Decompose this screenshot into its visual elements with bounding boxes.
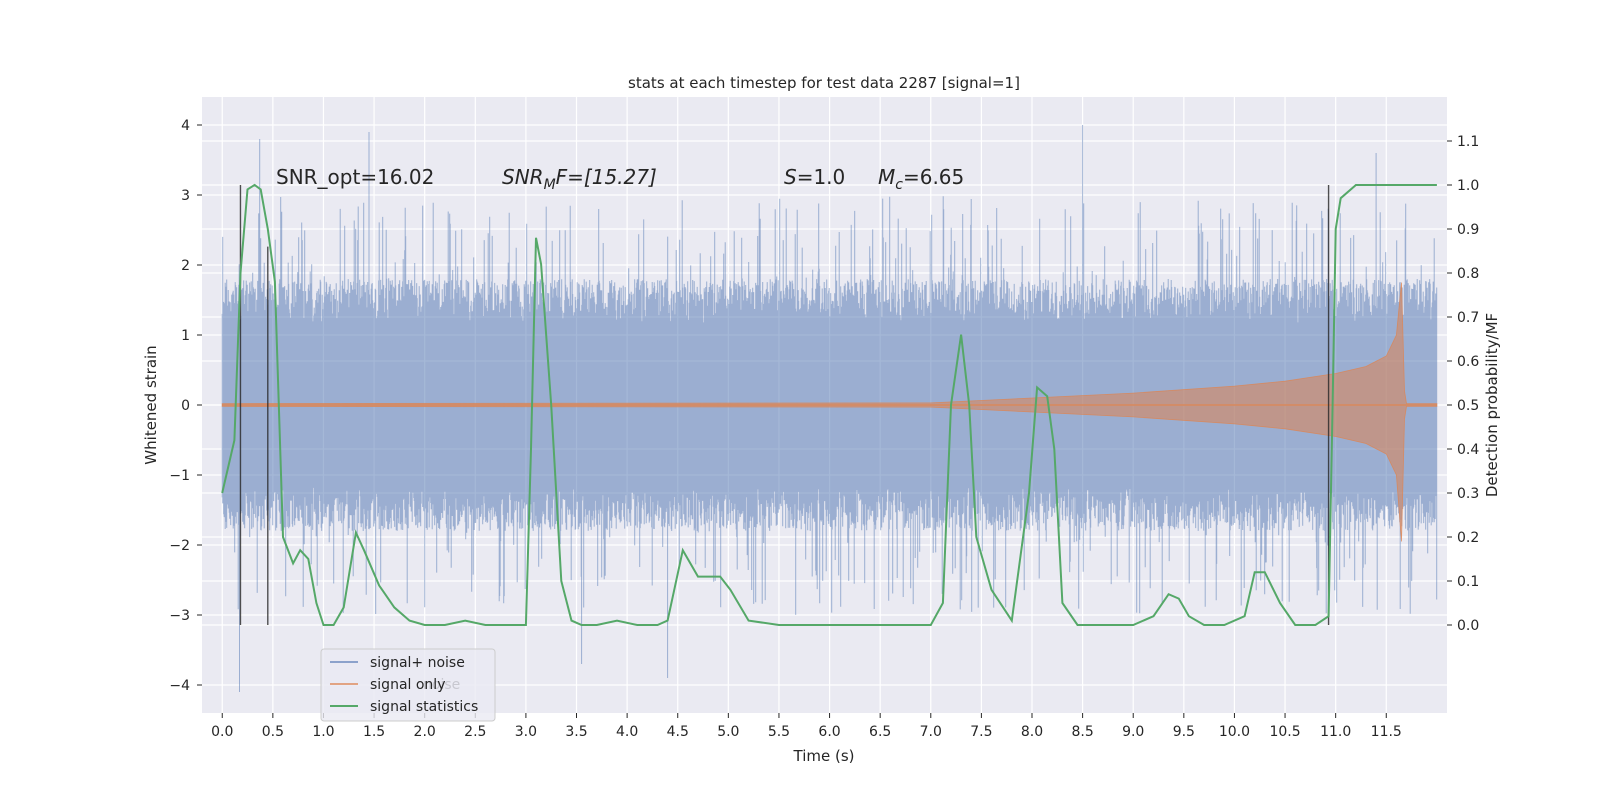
y2-tick-label: 0.7 xyxy=(1457,310,1479,326)
x-tick-label: 4.0 xyxy=(616,724,638,740)
x-tick-label: 8.5 xyxy=(1071,724,1093,740)
x-tick-label: 1.0 xyxy=(312,724,334,740)
legend-label-stats: signal statistics xyxy=(370,699,478,715)
y-tick-label: −4 xyxy=(169,678,190,694)
x-tick-label: 6.0 xyxy=(818,724,840,740)
annotation-mc-rest: =6.65 xyxy=(903,165,964,189)
y-tick-label: −2 xyxy=(169,538,190,554)
y2-tick-label: 0.9 xyxy=(1457,222,1479,238)
annotation-snr-opt: SNR_opt=16.02 xyxy=(276,165,434,189)
legend-box xyxy=(320,648,496,722)
x-tick-label: 9.0 xyxy=(1122,724,1144,740)
chart-title: stats at each timestep for test data 228… xyxy=(628,74,1020,92)
annotation-snr-mf-main: SNR xyxy=(502,165,544,189)
legend-label-signal: signal only xyxy=(370,677,445,693)
y2-tick-label: 0.3 xyxy=(1457,486,1479,502)
y2-tick-label: 0.6 xyxy=(1457,354,1479,370)
annotation-mc: Mc=6.65 xyxy=(878,165,964,193)
x-tick-label: 7.0 xyxy=(920,724,942,740)
x-tick-label: 10.5 xyxy=(1269,724,1300,740)
annotations: SNR_opt=16.02 SNRMF=[15.27] S=1.0 Mc=6.6… xyxy=(276,165,964,193)
y-tick-label: −3 xyxy=(169,608,190,624)
y2-tick-label: 0.8 xyxy=(1457,266,1479,282)
y2-tick-label: 0.4 xyxy=(1457,442,1479,458)
y2-tick-label: 0.0 xyxy=(1457,618,1479,634)
annotation-mc-sub: c xyxy=(895,177,903,193)
y-tick-label: 1 xyxy=(181,328,190,344)
x-tick-label: 6.5 xyxy=(869,724,891,740)
annotation-mc-main: M xyxy=(878,165,895,189)
y-axis-label: Whitened strain xyxy=(142,345,160,464)
signal-statistics-series xyxy=(221,183,1437,626)
annotation-snr-mf: SNRMF=[15.27] xyxy=(502,165,657,193)
annotation-snr-mf-sub: M xyxy=(544,177,556,193)
x-tick-label: 10.0 xyxy=(1219,724,1250,740)
legend-overlap-text: noise xyxy=(423,677,460,693)
annotation-s-main: S xyxy=(784,165,797,189)
legend-label-noise: signal+ noise xyxy=(370,655,465,671)
x-tick-label: 4.5 xyxy=(667,724,689,740)
y-tick-label: −1 xyxy=(169,468,190,484)
y-axis-ticks: 4 3 2 1 0 −1 −2 −3 −4 xyxy=(169,118,202,694)
x-tick-label: 7.5 xyxy=(970,724,992,740)
x-tick-label: 3.5 xyxy=(565,724,587,740)
y-tick-label: 2 xyxy=(181,258,190,274)
trigger-lines xyxy=(239,185,1330,625)
y2-axis-label: Detection probability/MF xyxy=(1483,313,1501,497)
x-tick-label: 0.5 xyxy=(262,724,284,740)
x-tick-label: 2.0 xyxy=(414,724,436,740)
signal-only-series xyxy=(221,282,1438,542)
y2-tick-label: 1.0 xyxy=(1457,178,1479,194)
y-tick-label: 3 xyxy=(181,188,190,204)
x-tick-label: 8.0 xyxy=(1021,724,1043,740)
annotation-snr-mf-rest: F=[15.27] xyxy=(556,165,657,189)
x-axis-ticks: 0.0 0.5 1.0 1.5 2.0 2.5 3.0 3.5 4.0 4.5 5.0 5.5 6.0 6… xyxy=(211,713,1402,740)
y2-axis-ticks: 1.1 1.0 0.9 0.8 0.7 0.6 0.5 0.4 0.3 0.2 0.1 0.0 xyxy=(1447,134,1479,634)
x-axis-label: Time (s) xyxy=(793,747,855,765)
x-tick-label: 3.0 xyxy=(515,724,537,740)
y-tick-label: 4 xyxy=(181,118,190,134)
annotation-s: S=1.0 xyxy=(784,165,845,189)
x-tick-label: 0.0 xyxy=(211,724,233,740)
y2-tick-label: 0.1 xyxy=(1457,574,1479,590)
legend: signal+ noise noise signal only signal s… xyxy=(320,648,496,722)
x-tick-label: 9.5 xyxy=(1173,724,1195,740)
y2-tick-label: 1.1 xyxy=(1457,134,1479,150)
y2-tick-label: 0.5 xyxy=(1457,398,1479,414)
x-tick-label: 1.5 xyxy=(363,724,385,740)
y-tick-label: 0 xyxy=(181,398,190,414)
x-tick-label: 11.5 xyxy=(1371,724,1402,740)
y2-tick-label: 0.2 xyxy=(1457,530,1479,546)
x-tick-label: 5.5 xyxy=(768,724,790,740)
annotation-s-rest: =1.0 xyxy=(797,165,846,189)
x-tick-label: 11.0 xyxy=(1320,724,1351,740)
x-tick-label: 2.5 xyxy=(464,724,486,740)
x-tick-label: 5.0 xyxy=(717,724,739,740)
